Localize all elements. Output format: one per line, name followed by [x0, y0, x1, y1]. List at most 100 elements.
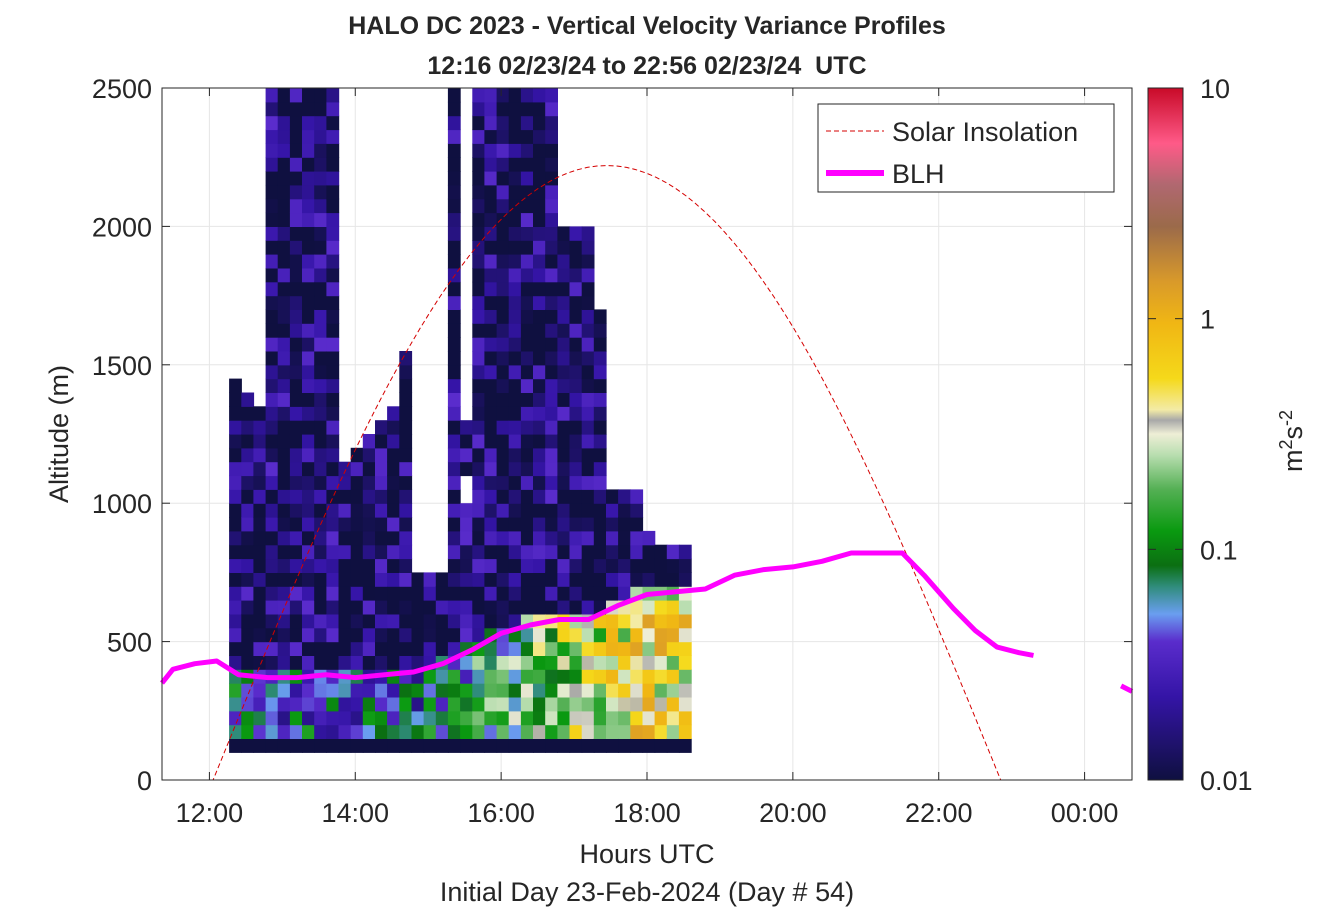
heatmap-cell — [472, 489, 486, 504]
heatmap-cell — [533, 240, 546, 255]
heatmap-cell — [484, 212, 498, 227]
heatmap-cell — [326, 544, 340, 560]
heatmap-cell — [314, 710, 327, 726]
heatmap-cell — [265, 198, 279, 214]
heatmap-cell — [581, 544, 595, 560]
heatmap-cell — [411, 586, 425, 601]
heatmap-cell — [520, 434, 534, 449]
heatmap-cell — [520, 129, 534, 144]
heatmap-cell — [229, 434, 242, 449]
heatmap-cell — [618, 724, 631, 739]
heatmap-cell — [472, 364, 486, 380]
heatmap-cell — [460, 669, 473, 684]
heatmap-cell — [253, 697, 267, 712]
heatmap-cell — [375, 586, 388, 601]
heatmap-cell — [362, 530, 376, 546]
heatmap-cell — [326, 115, 340, 131]
heatmap-cell — [277, 600, 291, 615]
heatmap-cell — [277, 475, 291, 490]
heatmap-cell — [423, 586, 437, 601]
heatmap-cell — [496, 461, 510, 477]
heatmap-cell — [289, 101, 303, 117]
heatmap-cell — [277, 364, 291, 380]
heatmap-cell — [338, 655, 352, 670]
heatmap-cell — [666, 669, 680, 684]
heatmap-cell — [678, 613, 692, 629]
heatmap-cell — [435, 600, 449, 615]
heatmap-cell — [520, 572, 534, 587]
heatmap-cell — [326, 267, 340, 283]
x-tick-label: 18:00 — [613, 798, 681, 828]
heatmap-cell — [229, 378, 242, 393]
heatmap-cell — [362, 544, 376, 560]
heatmap-cell — [569, 475, 583, 490]
heatmap-cell — [666, 738, 680, 753]
heatmap-cell — [289, 503, 303, 518]
heatmap-cell — [423, 669, 437, 684]
heatmap-cell — [375, 530, 388, 546]
heatmap-cell — [569, 697, 583, 712]
heatmap-cell — [241, 738, 255, 753]
heatmap-cell — [265, 226, 279, 241]
heatmap-cell — [326, 572, 340, 587]
heatmap-cell — [642, 655, 656, 670]
heatmap-cell — [447, 600, 461, 615]
legend-box — [817, 103, 1115, 193]
heatmap-cell — [362, 724, 376, 739]
heatmap-cell — [265, 572, 279, 587]
heatmap-cell — [533, 143, 546, 158]
heatmap-cell — [557, 254, 571, 269]
heatmap-cell — [484, 198, 498, 214]
heatmap-cell — [557, 517, 571, 532]
heatmap-cell — [447, 641, 461, 656]
heatmap-cell — [423, 697, 437, 712]
heatmap-cell — [229, 530, 242, 546]
heatmap-cell — [265, 364, 279, 380]
heatmap-cell — [447, 613, 461, 629]
heatmap-cell — [302, 447, 315, 463]
heatmap-cell — [314, 351, 327, 366]
heatmap-cell — [533, 738, 546, 753]
heatmap-cell — [642, 558, 656, 573]
heatmap-cell — [435, 641, 449, 656]
heatmap-cell — [362, 613, 376, 629]
colorbar-tick-label: 10 — [1200, 74, 1230, 104]
heatmap-cell — [265, 267, 279, 283]
heatmap-cell — [484, 434, 498, 449]
heatmap-cell — [289, 281, 303, 297]
blh-line-tail — [1119, 683, 1134, 694]
heatmap-cell — [533, 378, 546, 393]
heatmap-cell — [520, 710, 534, 726]
heatmap-cell — [447, 558, 461, 573]
heatmap-cell — [375, 697, 388, 712]
heatmap-cell — [253, 600, 267, 615]
heatmap-cell — [606, 530, 619, 546]
heatmap-cell — [472, 254, 486, 269]
heatmap-cell — [229, 489, 242, 504]
heatmap-cell — [314, 171, 327, 186]
heatmap-cell — [666, 655, 680, 670]
heatmap-cell — [593, 697, 607, 712]
heatmap-cell — [520, 101, 534, 117]
heatmap-cell — [508, 295, 522, 310]
heatmap-cell — [350, 489, 364, 504]
heatmap-cell — [399, 613, 413, 629]
heatmap-cell — [520, 461, 534, 477]
heatmap-cell — [265, 88, 279, 103]
heatmap-cell — [241, 461, 255, 477]
heatmap-cell — [496, 240, 510, 255]
heatmap-cell — [289, 586, 303, 601]
heatmap-cell — [447, 697, 461, 712]
y-axis-ticks: 0 500 1000 1500 2000 2500 — [92, 74, 1132, 796]
heatmap-cell — [229, 724, 242, 739]
heatmap-cell — [484, 669, 498, 684]
heatmap-cell — [618, 683, 631, 698]
heatmap-cell — [581, 447, 595, 463]
heatmap-cell — [496, 364, 510, 380]
heatmap-cell — [484, 171, 498, 186]
heatmap-cell — [472, 544, 486, 560]
heatmap-cell — [545, 503, 558, 518]
heatmap-cell — [557, 669, 571, 684]
heatmap-cell — [581, 655, 595, 670]
heatmap-cell — [545, 420, 558, 435]
